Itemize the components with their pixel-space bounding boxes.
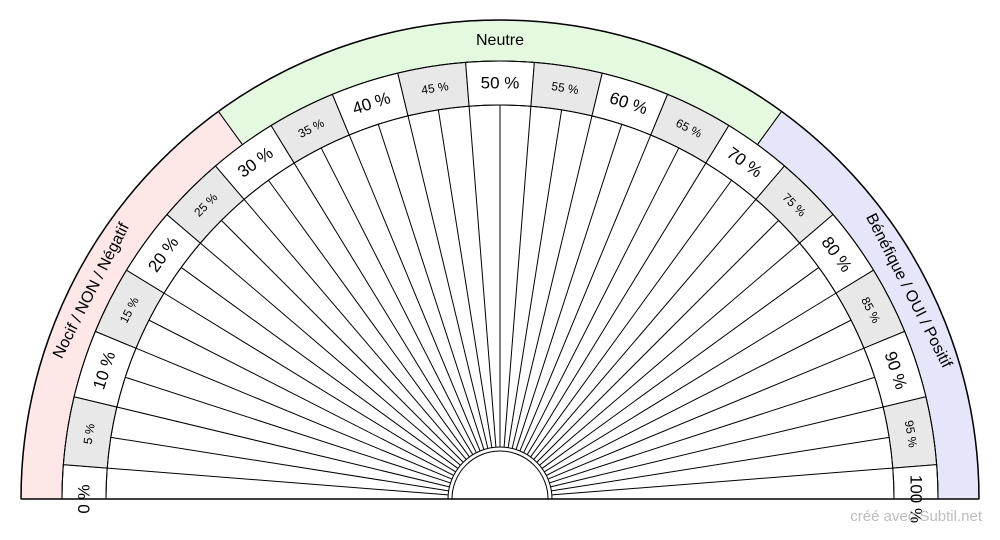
ray-line xyxy=(530,179,732,458)
ray-line xyxy=(523,147,680,453)
ray-line xyxy=(468,106,497,448)
ray-line xyxy=(407,115,489,449)
ray-line xyxy=(536,220,779,463)
hub-outer xyxy=(447,446,553,500)
ray-line xyxy=(539,242,800,466)
scale-label: 45 % xyxy=(420,79,450,97)
ray-line xyxy=(533,199,757,460)
ray-line xyxy=(125,376,451,484)
ray-line xyxy=(110,436,449,492)
ray-line xyxy=(511,115,593,449)
ray-line xyxy=(243,199,467,460)
scale-label: 100 % xyxy=(907,475,926,523)
ring-arc xyxy=(105,104,895,500)
ray-line xyxy=(320,147,477,453)
ray-line xyxy=(507,109,563,448)
outline-layer xyxy=(20,19,980,500)
ray-line xyxy=(268,179,470,458)
ray-line xyxy=(526,162,707,455)
ray-line xyxy=(148,319,454,476)
ray-line xyxy=(377,124,485,450)
scale-label: 5 % xyxy=(81,422,98,445)
ray-line xyxy=(549,376,875,484)
ray-line xyxy=(546,319,852,476)
zone-label-1: Neutre xyxy=(476,32,524,49)
ray-line xyxy=(503,106,532,448)
ray-line xyxy=(293,162,474,455)
ray-line xyxy=(221,220,464,463)
ring-arc xyxy=(61,60,939,500)
ray-line xyxy=(437,109,493,448)
scale-label: 0 % xyxy=(75,484,94,513)
ray-line xyxy=(200,242,461,466)
ray-line xyxy=(515,124,623,450)
ray-line xyxy=(348,134,481,452)
scale-label: 55 % xyxy=(550,79,580,97)
ray-line xyxy=(135,347,453,480)
scale-label: 50 % xyxy=(481,74,520,93)
hub-inner xyxy=(451,450,549,500)
ray-line xyxy=(163,292,456,473)
ray-line xyxy=(551,436,890,492)
ray-line xyxy=(519,134,652,452)
outer-arc xyxy=(20,19,980,500)
ray-line xyxy=(547,347,865,480)
ray-line xyxy=(180,267,459,469)
scale-label: 95 % xyxy=(902,419,920,449)
ray-line xyxy=(550,406,884,488)
rays-layer xyxy=(106,105,894,500)
credit-text: créé avec Subtil.net xyxy=(850,508,982,525)
ray-line xyxy=(107,467,449,496)
ray-line xyxy=(544,292,837,473)
ray-line xyxy=(551,467,893,496)
ray-line xyxy=(541,267,820,469)
ray-line xyxy=(116,406,450,488)
